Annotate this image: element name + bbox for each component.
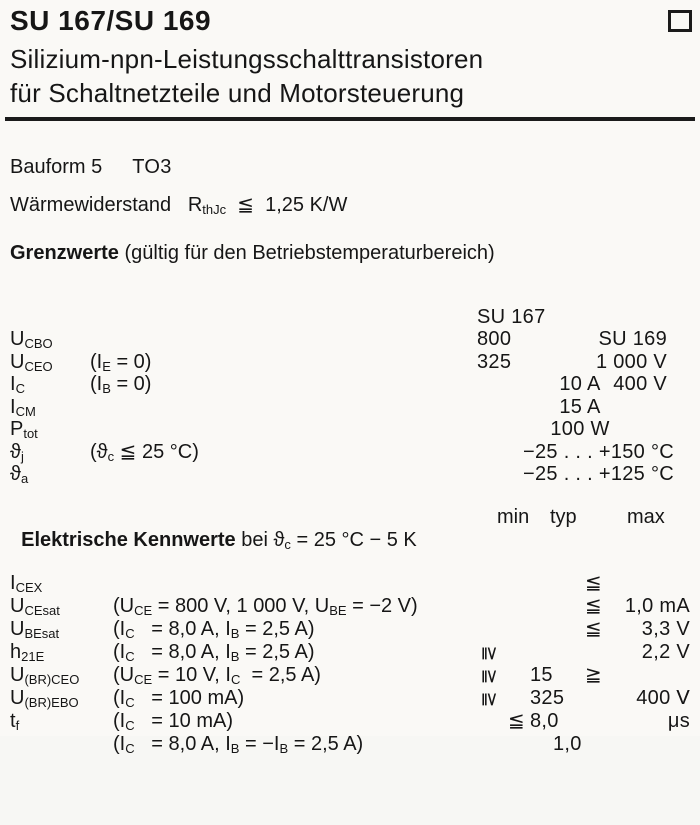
parameter-symbol: UCBO <box>10 328 53 351</box>
column-header-typ: typ <box>550 506 577 528</box>
table-row-uceo: UCEO (IB = 0) 325 400 V <box>10 328 692 396</box>
parameter-symbol: ICM <box>10 395 36 419</box>
bauform-line: Bauform 5 TO3 <box>10 156 172 179</box>
column-header-su169: SU 169 <box>598 328 667 350</box>
page-title: SU 167/SU 169 <box>10 5 212 36</box>
value-su167: 325 <box>477 350 512 373</box>
package-type: TO3 <box>132 156 172 178</box>
table-row-ic: IC 10 A <box>10 351 692 395</box>
value-range: −25 . . . +150 °C <box>523 440 674 463</box>
parameter-conditions: (IC = 8,0 A, IB = 2,5 A) <box>113 641 315 664</box>
thermal-resistance-line: Wärmewiderstand RthJc ≦ 1,25 K/W <box>10 194 348 217</box>
table-row-ubesat: UBEsat (IC = 8,0 A, IB = 2,5 A) ≦ 2,2 V <box>10 595 692 663</box>
table-grenzwerte: SU 167 SU 169 UCBO (IE = 0) 800 1 000 V … <box>10 283 692 486</box>
table-row-ucbo: UCBO (IE = 0) 800 1 000 V <box>10 306 692 373</box>
max-value: 1,0 mA <box>624 595 690 617</box>
value-shared: 15 A <box>559 395 601 418</box>
table-row-icm: ICM 15 A <box>10 373 692 418</box>
section-heading-kennwerte: Elektrische Kennwerte bei ϑc = 25 °C − 5… <box>21 529 417 552</box>
parameter-conditions: (IB = 0) <box>90 373 152 396</box>
min-value: 325 <box>530 687 565 709</box>
parameter-conditions: (IC = 10 mA) <box>113 710 233 733</box>
parameter-conditions: (ϑc ≦ 25 °C) <box>90 440 199 464</box>
relation-symbol: ≦ <box>508 710 526 732</box>
value-su167: 800 <box>477 328 512 350</box>
corner-checkbox-icon <box>668 10 692 32</box>
value-shared: 100 W <box>550 418 610 440</box>
value-su169: 400 V <box>613 373 667 395</box>
column-header-su167: SU 167 <box>477 305 546 328</box>
table-row-theta-a: ϑa −25 . . . +125 °C <box>10 441 692 485</box>
table-row-icex: ICEX (UCE = 800 V, 1 000 V, UBE = −2 V) … <box>10 549 692 617</box>
max-unit: μs <box>667 710 690 732</box>
value-su169: 1 000 V <box>595 350 667 373</box>
table-row-tf: tf (IC = 8,0 A, IB = −IB = 2,5 A) ≦ 1,0 … <box>10 687 692 755</box>
parameter-symbol: IC <box>10 373 25 396</box>
grenzwerte-column-headers: SU 167 SU 169 <box>10 283 692 351</box>
relation-symbol: ≦ <box>585 572 603 594</box>
table-kennwerte: ICEX (UCE = 800 V, 1 000 V, UBE = −2 V) … <box>10 549 692 755</box>
parameter-symbol: U(BR)EBO <box>10 687 79 710</box>
max-unit: V <box>676 687 690 709</box>
parameter-symbol: h21E <box>10 641 45 664</box>
page-subtitle: Silizium-npn-Leistungsschalttransistoren… <box>10 42 483 110</box>
table-row-ubrceo: U(BR)CEO (IC = 100 mA) ≧ 325 ≧ 400 V <box>10 641 692 709</box>
bauform-label: Bauform 5 <box>10 156 103 178</box>
column-header-max: max <box>627 506 665 528</box>
table-row-ptot: Ptot (ϑc ≦ 25 °C) 100 W <box>10 396 692 463</box>
divider-rule <box>5 117 695 121</box>
table-row-ubrebo: U(BR)EBO (IC = 10 mA) ≧ 8,0 V <box>10 664 692 732</box>
relation-symbol: ≦ <box>585 595 603 617</box>
column-header-min: min <box>497 506 530 528</box>
section-heading-grenzwerte: Grenzwerte (gültig für den Betriebstempe… <box>10 242 495 264</box>
relation-symbol: ≦ <box>585 618 603 640</box>
max-value: 400 V <box>636 687 690 709</box>
table-row-ucesat: UCEsat (IC = 8,0 A, IB = 2,5 A) ≦ 3,3 V <box>10 572 692 640</box>
table-row-h21e: h21E (UCE = 10 V, IC = 2,5 A) ≧ 15 <box>10 618 692 686</box>
min-value: 8,0 <box>530 710 559 732</box>
subtitle-line-1: Silizium-npn-Leistungsschalttransistoren <box>10 44 484 74</box>
parameter-conditions: (IC = 100 mA) <box>113 687 245 710</box>
parameter-symbol: ϑa <box>10 463 29 486</box>
table-row-theta-j: ϑj −25 . . . +150 °C <box>10 418 692 463</box>
value-range: −25 . . . +125 °C <box>523 463 674 485</box>
subtitle-line-2: für Schaltnetzteile und Motorsteuerung <box>10 78 465 108</box>
parameter-conditions: (IC = 8,0 A, IB = 2,5 A) <box>113 618 315 641</box>
parameter-symbol: UCEsat <box>10 595 60 618</box>
parameter-symbol: tf <box>10 710 20 733</box>
parameter-symbol: UCEO <box>10 350 53 374</box>
parameter-conditions: (UCE = 800 V, 1 000 V, UBE = −2 V) <box>113 595 418 618</box>
min-value: 15 <box>530 664 553 686</box>
max-value: 3,3 V <box>641 618 690 640</box>
parameter-conditions: (IE = 0) <box>90 350 152 374</box>
parameter-conditions: (UCE = 10 V, IC = 2,5 A) <box>113 664 321 687</box>
relation-symbol: ≧ <box>585 664 603 686</box>
value-shared: 10 A <box>559 373 601 395</box>
parameter-symbol: ϑj <box>10 440 24 464</box>
max-value: 2,2 V <box>641 641 690 663</box>
parameter-symbol: ICEX <box>10 572 43 595</box>
datasheet-page: SU 167/SU 169 Silizium-npn-Leistungsscha… <box>5 5 695 755</box>
parameter-conditions: (IC = 8,0 A, IB = −IB = 2,5 A) <box>113 733 364 756</box>
parameter-symbol: U(BR)CEO <box>10 664 80 687</box>
parameter-symbol: UBEsat <box>10 618 60 641</box>
parameter-symbol: Ptot <box>10 418 38 441</box>
